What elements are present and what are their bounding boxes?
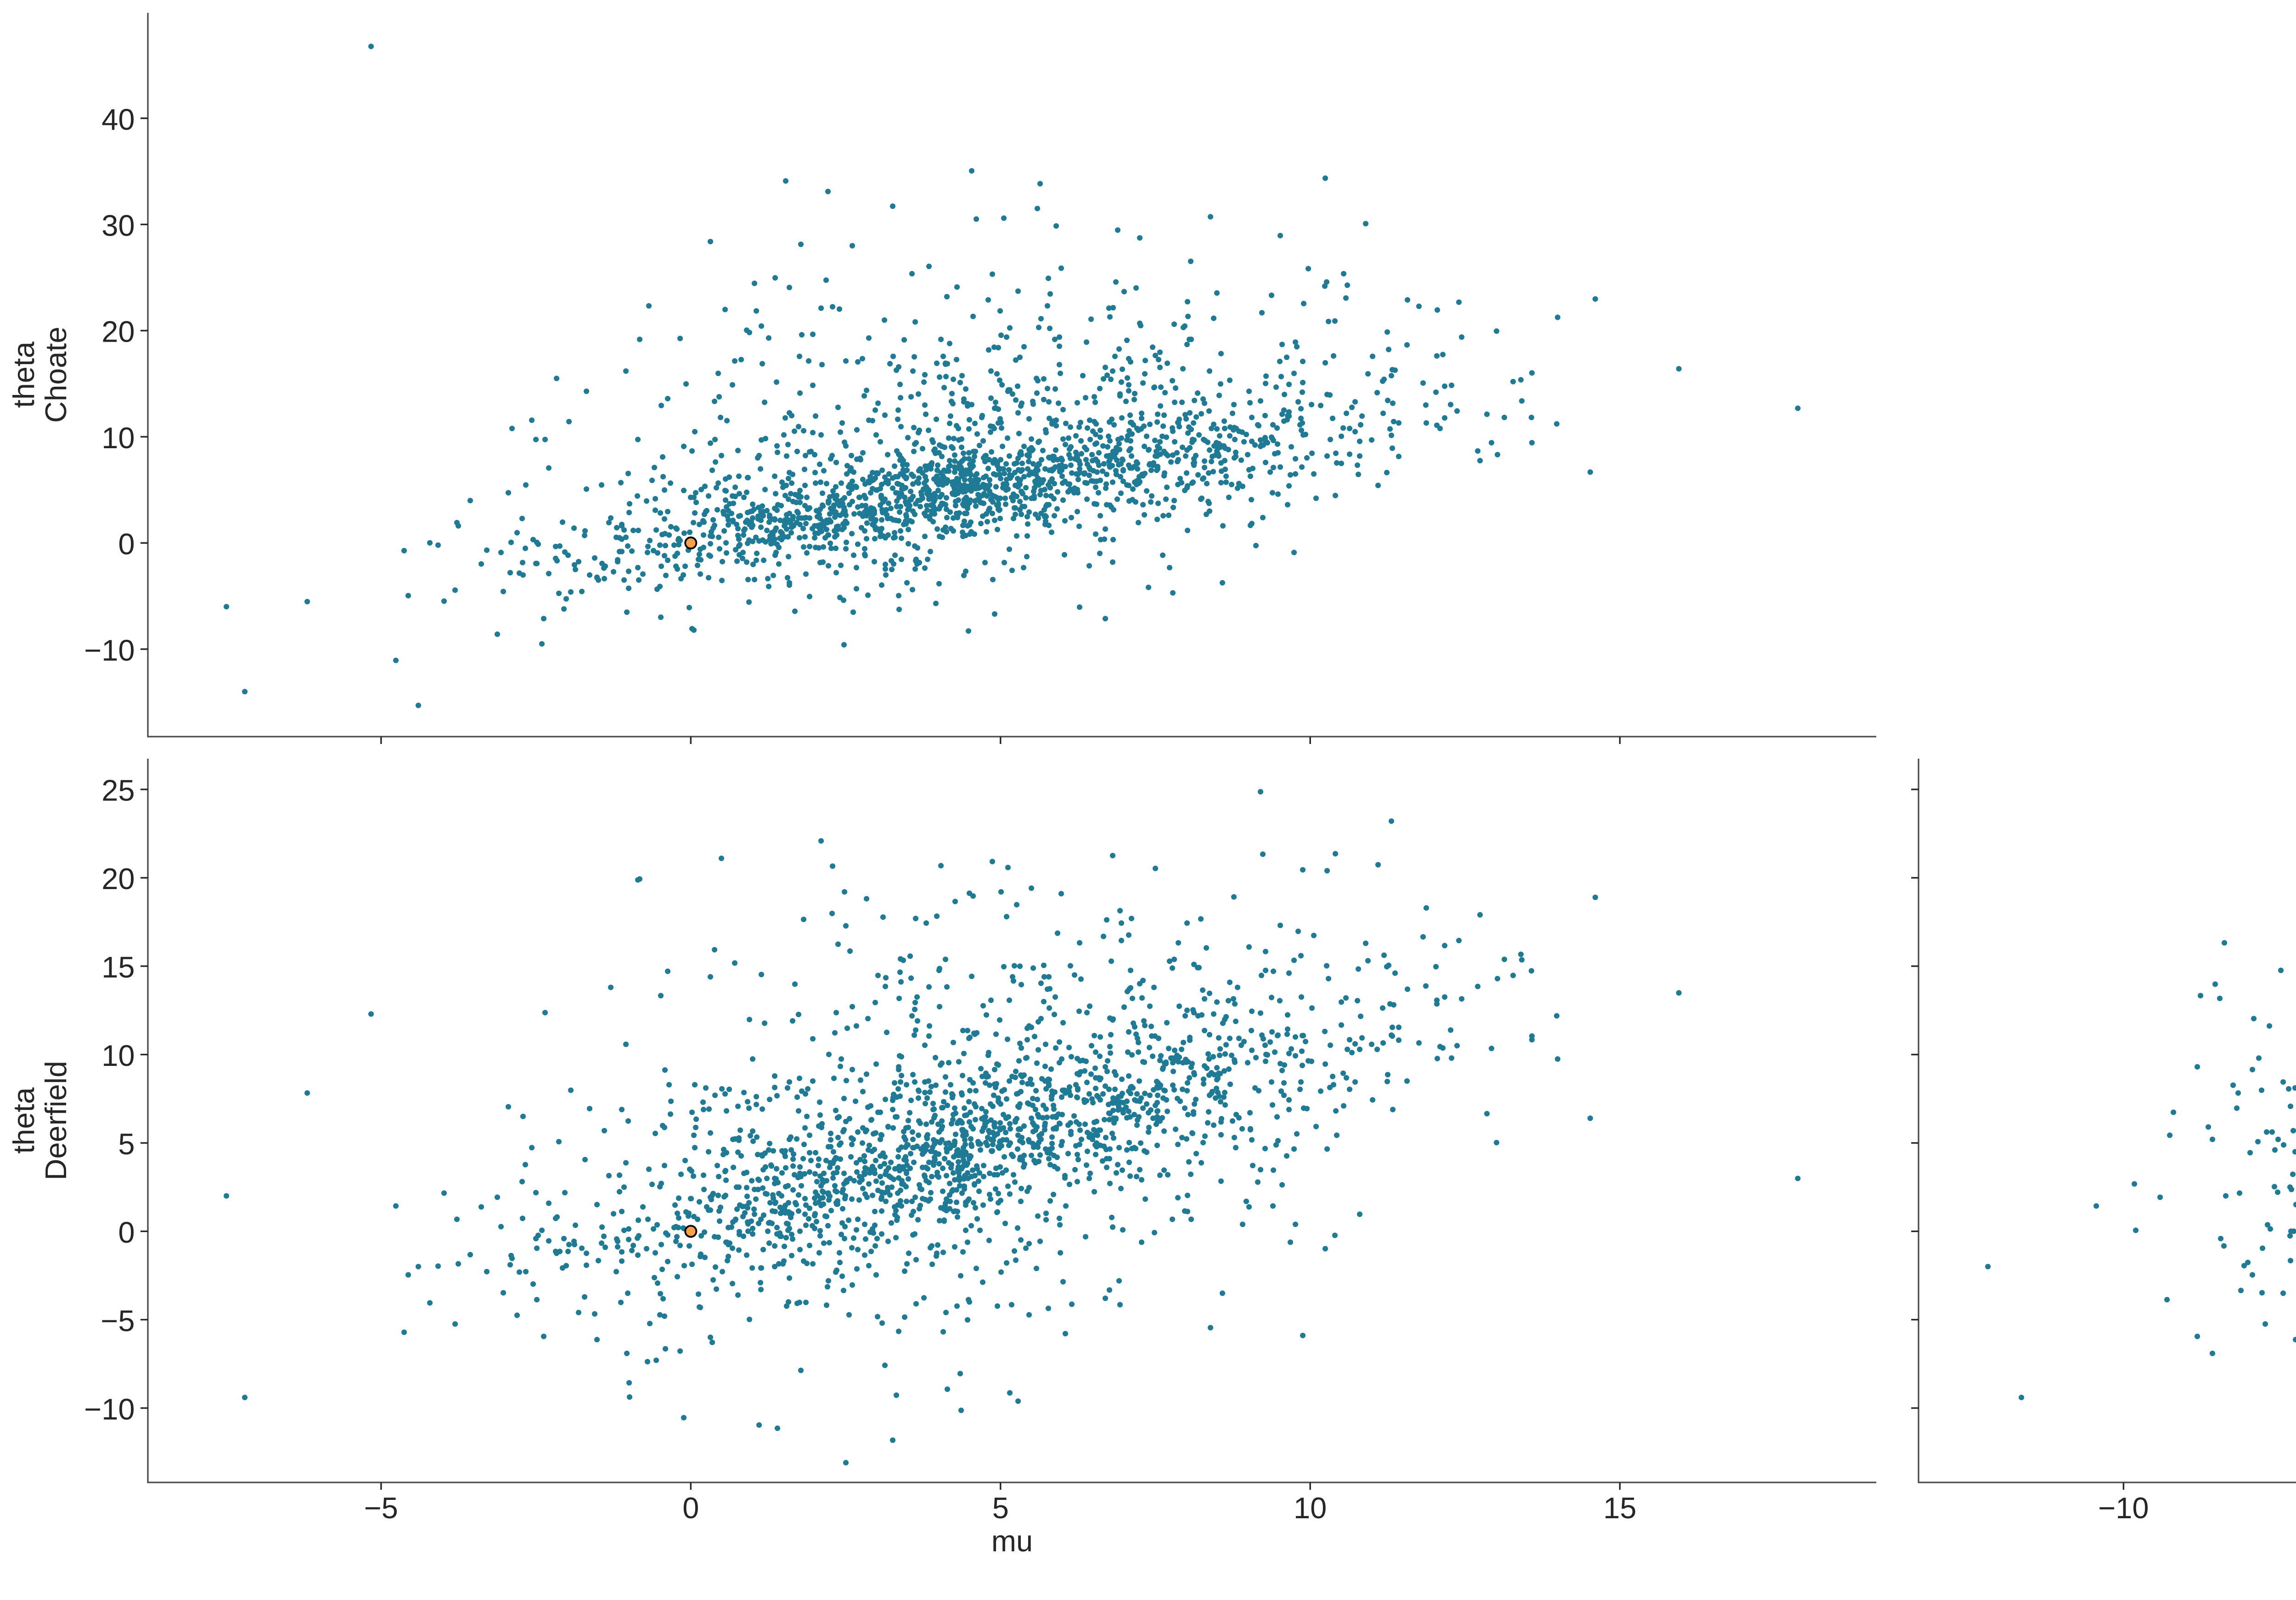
svg-text:−10: −10 [84,1392,135,1426]
svg-text:theta: theta [7,1087,40,1154]
svg-text:20: 20 [101,315,135,349]
svg-text:10: 10 [101,421,135,455]
svg-text:Choate: Choate [39,327,73,423]
svg-text:15: 15 [1603,1491,1636,1525]
svg-text:theta: theta [7,341,40,408]
svg-text:40: 40 [101,102,135,136]
svg-text:15: 15 [101,951,135,984]
svg-text:10: 10 [1294,1491,1327,1525]
svg-text:30: 30 [101,209,135,242]
svg-text:25: 25 [101,774,135,807]
svg-text:−5: −5 [101,1304,135,1337]
svg-text:0: 0 [118,527,135,561]
svg-text:5: 5 [992,1491,1009,1525]
svg-text:0: 0 [118,1216,135,1249]
svg-text:10: 10 [101,1039,135,1072]
svg-text:−10: −10 [2098,1491,2149,1525]
svg-text:0: 0 [682,1491,699,1525]
svg-text:20: 20 [101,862,135,896]
svg-text:−5: −5 [364,1491,398,1525]
svg-text:Deerfield: Deerfield [39,1061,73,1180]
svg-text:5: 5 [118,1127,135,1161]
svg-text:−10: −10 [84,633,135,667]
svg-text:mu: mu [991,1524,1033,1558]
